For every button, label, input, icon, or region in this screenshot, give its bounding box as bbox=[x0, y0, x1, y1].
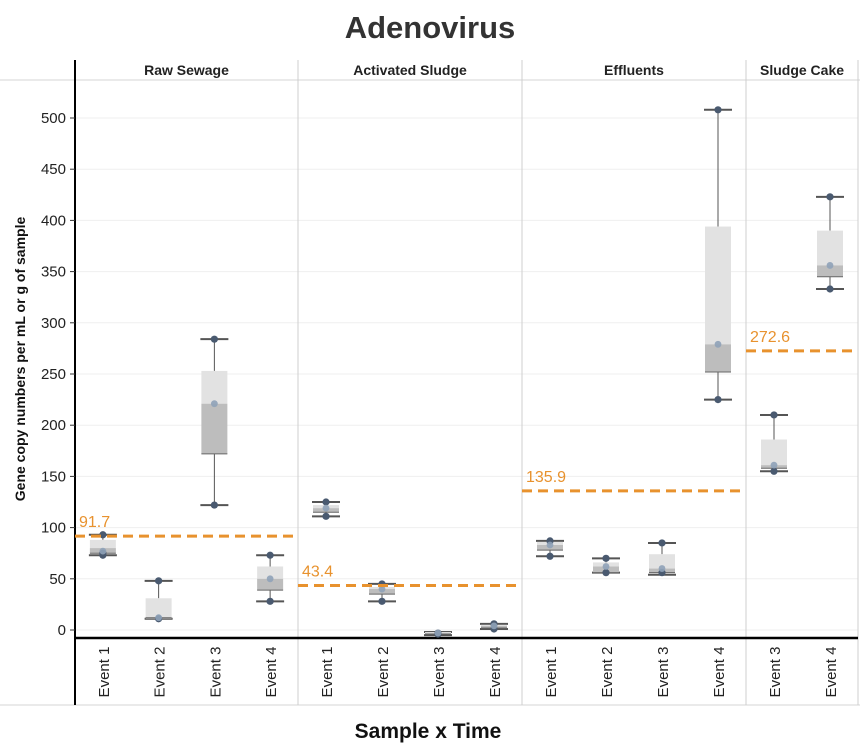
data-point bbox=[322, 512, 330, 520]
y-tick-label: 200 bbox=[41, 417, 66, 434]
data-point bbox=[266, 551, 274, 559]
event-label: Event 3 bbox=[767, 647, 784, 698]
mean-point bbox=[322, 504, 330, 512]
data-point bbox=[826, 285, 834, 293]
event-label: Event 2 bbox=[375, 647, 392, 698]
box-lower bbox=[257, 578, 284, 591]
data-point bbox=[714, 106, 722, 114]
box-lower bbox=[817, 265, 843, 277]
data-point bbox=[322, 498, 330, 506]
y-tick-label: 500 bbox=[41, 110, 66, 127]
y-tick-label: 150 bbox=[41, 468, 66, 485]
panel-label: Sludge Cake bbox=[760, 62, 844, 78]
event-label: Event 4 bbox=[823, 647, 840, 698]
event-label: Event 3 bbox=[431, 647, 448, 698]
mean-point bbox=[546, 541, 554, 549]
data-point bbox=[210, 335, 218, 343]
panel-label: Effluents bbox=[604, 62, 664, 78]
y-tick-label: 350 bbox=[41, 264, 66, 281]
event-label: Event 3 bbox=[655, 647, 672, 698]
event-label: Event 4 bbox=[263, 647, 280, 698]
mean-point bbox=[826, 262, 834, 269]
box-upper bbox=[145, 598, 172, 618]
x-axis-title: Sample x Time bbox=[355, 720, 502, 743]
box-upper bbox=[257, 566, 284, 579]
data-point bbox=[658, 539, 666, 547]
mean-point bbox=[770, 461, 778, 469]
event-label: Event 1 bbox=[543, 647, 560, 698]
mean-point bbox=[658, 565, 666, 572]
y-tick-label: 300 bbox=[41, 315, 66, 332]
panel-label: Raw Sewage bbox=[144, 62, 229, 78]
data-point bbox=[546, 552, 554, 560]
mean-point bbox=[434, 629, 442, 637]
reference-label: 91.7 bbox=[79, 514, 110, 531]
y-tick-label: 50 bbox=[49, 571, 66, 588]
data-point bbox=[210, 501, 218, 509]
mean-point bbox=[602, 563, 610, 570]
box-upper bbox=[201, 370, 228, 404]
y-tick-label: 450 bbox=[41, 161, 66, 178]
chart-title: Adenovirus bbox=[344, 10, 516, 45]
y-tick-label: 250 bbox=[41, 366, 66, 383]
data-point bbox=[378, 597, 386, 605]
event-label: Event 3 bbox=[207, 647, 224, 698]
data-point bbox=[155, 577, 163, 585]
box-upper bbox=[649, 554, 675, 569]
data-point bbox=[602, 554, 610, 562]
reference-label: 43.4 bbox=[302, 564, 333, 581]
box-upper bbox=[89, 539, 116, 549]
data-point bbox=[714, 396, 722, 404]
y-axis-title: Gene copy numbers per mL or g of sample bbox=[12, 217, 28, 502]
event-label: Event 2 bbox=[152, 647, 169, 698]
mean-point bbox=[378, 585, 386, 593]
box-upper bbox=[761, 439, 787, 466]
mean-point bbox=[210, 400, 218, 408]
data-point bbox=[266, 597, 274, 605]
data-point bbox=[826, 193, 834, 201]
box-upper bbox=[705, 226, 731, 345]
data-point bbox=[602, 569, 610, 577]
event-label: Event 1 bbox=[319, 647, 336, 698]
data-point bbox=[99, 531, 107, 539]
mean-point bbox=[266, 575, 274, 583]
event-label: Event 4 bbox=[487, 647, 504, 698]
y-tick-label: 0 bbox=[58, 622, 66, 639]
event-label: Event 1 bbox=[96, 647, 113, 698]
y-tick-label: 400 bbox=[41, 212, 66, 229]
box-lower bbox=[705, 344, 731, 372]
event-label: Event 2 bbox=[599, 647, 616, 698]
data-point bbox=[770, 411, 778, 419]
data-point bbox=[770, 467, 778, 475]
event-label: Event 4 bbox=[711, 647, 728, 698]
panel-label: Activated Sludge bbox=[353, 62, 467, 78]
mean-point bbox=[490, 622, 498, 630]
box-upper bbox=[817, 230, 843, 266]
mean-point bbox=[714, 340, 722, 348]
box-lower bbox=[201, 403, 228, 454]
reference-label: 135.9 bbox=[526, 469, 566, 486]
reference-label: 272.6 bbox=[750, 329, 790, 346]
y-tick-label: 100 bbox=[41, 520, 66, 537]
mean-point bbox=[155, 614, 163, 622]
mean-point bbox=[99, 547, 107, 555]
